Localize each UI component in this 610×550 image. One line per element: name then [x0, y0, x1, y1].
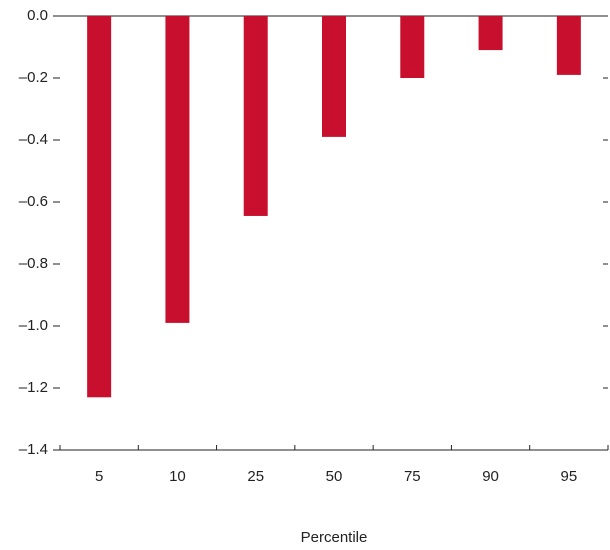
y-tick-label: –0.4 [19, 131, 48, 148]
bar [165, 16, 190, 323]
x-tick-label: 50 [326, 468, 343, 485]
bar [87, 16, 112, 398]
x-tick-label: 10 [169, 468, 186, 485]
y-tick-label: –1.2 [19, 379, 48, 396]
y-tick-label: –0.8 [19, 255, 48, 272]
y-tick-label: 0.0 [27, 7, 48, 24]
bar [400, 16, 425, 78]
bar [556, 16, 581, 75]
x-axis-label: Percentile [301, 529, 368, 546]
bar [478, 16, 503, 51]
x-tick-label: 75 [404, 468, 421, 485]
x-tick-label: 95 [561, 468, 578, 485]
y-tick-label: –1.0 [19, 317, 48, 334]
x-tick-label: 5 [95, 468, 103, 485]
bar [243, 16, 268, 216]
y-tick-label: –0.2 [19, 69, 48, 86]
bar [322, 16, 346, 137]
y-tick-label: –1.4 [19, 441, 48, 458]
x-tick-label: 25 [247, 468, 264, 485]
y-tick-label: –0.6 [19, 193, 48, 210]
x-tick-label: 90 [482, 468, 499, 485]
